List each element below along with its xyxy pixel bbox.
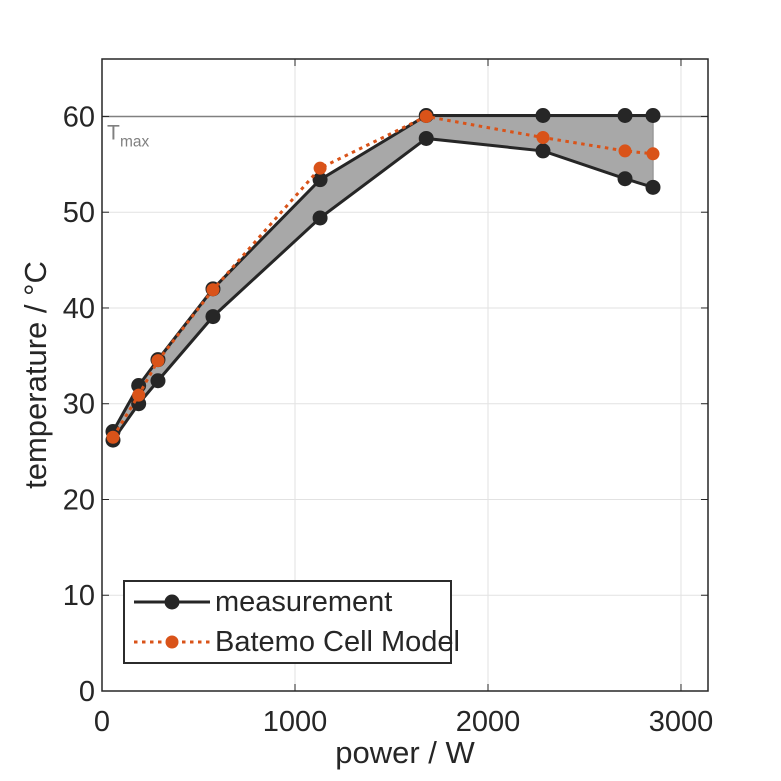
data-point-marker xyxy=(132,388,146,402)
legend-label-measurement: measurement xyxy=(215,585,393,618)
data-point-marker xyxy=(313,161,327,175)
data-point-marker xyxy=(150,373,166,389)
series-batemo-cell-model xyxy=(106,109,660,444)
axis-ticks xyxy=(101,59,708,692)
y-tick-label: 0 xyxy=(79,676,95,708)
y-tick-label: 50 xyxy=(63,197,95,229)
y-axis-label: temperature / °C xyxy=(18,261,53,489)
plot-border xyxy=(101,58,709,692)
tmax-label-main: T xyxy=(107,121,120,144)
data-point-marker xyxy=(151,354,165,368)
legend-entry-measurement: measurement xyxy=(125,582,450,622)
data-point-marker xyxy=(206,283,220,297)
y-tick-label: 10 xyxy=(63,580,95,612)
data-point-marker xyxy=(312,210,328,226)
legend-measurement-line-sample xyxy=(134,594,210,610)
series-measurement-lower-bound xyxy=(105,130,661,448)
data-point-marker xyxy=(205,309,221,325)
x-tick-label: 2000 xyxy=(456,706,521,738)
y-tick-label: 60 xyxy=(63,101,95,133)
data-point-marker xyxy=(646,147,660,161)
x-tick-label: 1000 xyxy=(263,706,328,738)
legend-label-batemo-cell-model: Batemo Cell Model xyxy=(215,625,460,658)
data-point-marker xyxy=(106,430,120,444)
series-line xyxy=(111,114,654,439)
data-point-marker xyxy=(617,107,633,123)
data-point-marker xyxy=(312,172,328,188)
legend-sample-marker xyxy=(164,594,180,610)
data-point-marker xyxy=(535,143,551,159)
x-axis-label: power / W xyxy=(335,735,475,770)
legend-sample-marker xyxy=(165,635,179,649)
data-point-marker xyxy=(418,130,434,146)
legend-model-line-sample xyxy=(134,635,210,649)
y-tick-label: 20 xyxy=(63,484,95,516)
x-tick-label: 0 xyxy=(94,706,110,738)
data-point-marker xyxy=(618,144,632,158)
data-point-marker xyxy=(645,107,661,123)
data-point-marker xyxy=(645,179,661,195)
tmax-label-sub: max xyxy=(120,133,150,150)
data-point-marker xyxy=(617,171,633,187)
x-tick-label: 3000 xyxy=(649,706,714,738)
y-tick-label: 30 xyxy=(63,389,95,421)
legend-entry-batemo-cell-model: Batemo Cell Model xyxy=(125,622,460,662)
data-point-marker xyxy=(536,131,550,145)
data-point-marker xyxy=(535,107,551,123)
data-point-marker xyxy=(419,109,433,123)
legend: measurement Batemo Cell Model xyxy=(123,580,460,664)
y-tick-label: 40 xyxy=(63,293,95,325)
